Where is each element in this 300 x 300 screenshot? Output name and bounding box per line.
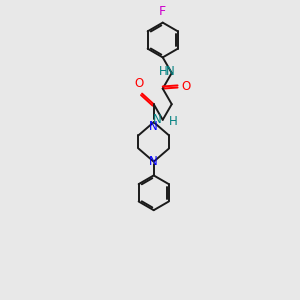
Text: N: N	[166, 65, 175, 78]
Text: N: N	[149, 155, 158, 168]
Text: O: O	[134, 77, 143, 90]
Text: F: F	[159, 5, 166, 18]
Text: O: O	[182, 80, 190, 93]
Text: N: N	[149, 120, 158, 133]
Text: N: N	[153, 113, 162, 126]
Text: H: H	[159, 65, 168, 78]
Text: H: H	[169, 116, 178, 128]
